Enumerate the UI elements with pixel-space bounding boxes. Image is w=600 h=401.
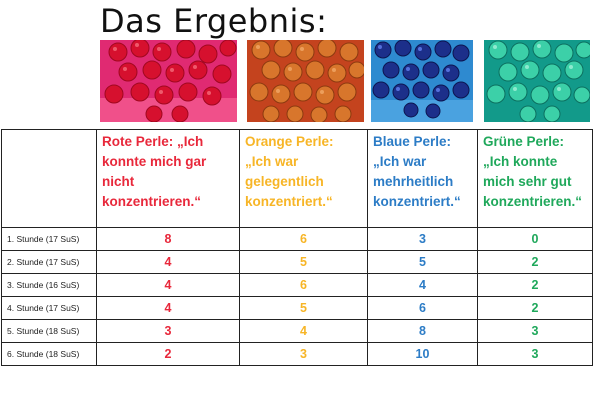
cell-blue: 3: [367, 227, 478, 251]
orange-beads-photo: [247, 40, 364, 122]
cell-orange: 6: [239, 273, 368, 297]
cell-green: 2: [477, 250, 593, 274]
cell-green: 2: [477, 273, 593, 297]
row-label: 6. Stunde (18 SuS): [1, 342, 97, 366]
cell-red: 4: [96, 273, 240, 297]
cell-blue: 6: [367, 296, 478, 320]
column-header-red: Rote Perle: „Ich konnte mich gar nicht k…: [96, 129, 240, 228]
row-label: 5. Stunde (18 SuS): [1, 319, 97, 343]
cell-red: 4: [96, 250, 240, 274]
cell-green: 3: [477, 319, 593, 343]
cell-blue: 10: [367, 342, 478, 366]
table-row: 5. Stunde (18 SuS) 3 4 8 3: [1, 319, 593, 343]
cell-red: 8: [96, 227, 240, 251]
table-row: 4. Stunde (17 SuS) 4 5 6 2: [1, 296, 593, 320]
cell-orange: 3: [239, 342, 368, 366]
cell-red: 4: [96, 296, 240, 320]
cell-orange: 5: [239, 296, 368, 320]
cell-blue: 4: [367, 273, 478, 297]
cell-blue: 5: [367, 250, 478, 274]
cell-blue: 8: [367, 319, 478, 343]
row-label: 3. Stunde (16 SuS): [1, 273, 97, 297]
table-row: 6. Stunde (18 SuS) 2 3 10 3: [1, 342, 593, 366]
cell-orange: 6: [239, 227, 368, 251]
cell-orange: 4: [239, 319, 368, 343]
corner-cell: [1, 129, 97, 228]
row-label: 2. Stunde (17 SuS): [1, 250, 97, 274]
column-header-blue: Blaue Perle: „Ich war mehrheitlich konze…: [367, 129, 478, 228]
row-label: 1. Stunde (17 SuS): [1, 227, 97, 251]
red-beads-photo: [100, 40, 237, 122]
page-title: Das Ergebnis:: [100, 2, 328, 40]
cell-green: 0: [477, 227, 593, 251]
row-label: 4. Stunde (17 SuS): [1, 296, 97, 320]
cell-green: 3: [477, 342, 593, 366]
cell-red: 3: [96, 319, 240, 343]
blue-beads-photo: [371, 40, 473, 122]
table-row: 1. Stunde (17 SuS) 8 6 3 0: [1, 227, 593, 251]
green-beads-photo: [484, 40, 590, 122]
table-row: 3. Stunde (16 SuS) 4 6 4 2: [1, 273, 593, 297]
column-header-green: Grüne Perle: „Ich konnte mich sehr gut k…: [477, 129, 593, 228]
cell-red: 2: [96, 342, 240, 366]
column-header-orange: Orange Perle: „Ich war gelegentlich konz…: [239, 129, 368, 228]
cell-green: 2: [477, 296, 593, 320]
results-table: Rote Perle: „Ich konnte mich gar nicht k…: [1, 129, 593, 366]
header-row: Rote Perle: „Ich konnte mich gar nicht k…: [1, 129, 593, 228]
table-row: 2. Stunde (17 SuS) 4 5 5 2: [1, 250, 593, 274]
cell-orange: 5: [239, 250, 368, 274]
